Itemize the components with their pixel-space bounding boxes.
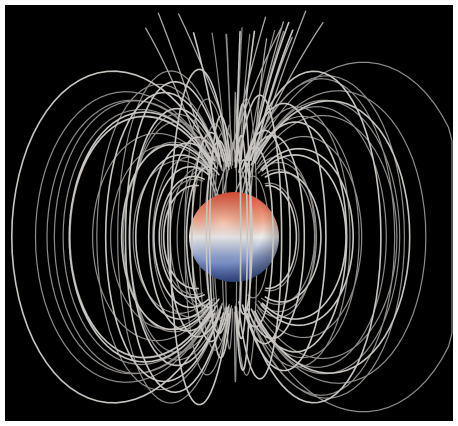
field-line (211, 32, 227, 162)
field-line (252, 106, 387, 368)
field-line (264, 171, 322, 303)
field-line (162, 184, 199, 290)
field-line (253, 90, 427, 384)
field-line (191, 131, 228, 343)
field-line (205, 139, 230, 335)
field-line (221, 16, 267, 201)
field-line (34, 91, 214, 383)
field-line (62, 108, 213, 366)
field-line (248, 78, 396, 396)
field-line (10, 70, 216, 404)
field-line (152, 156, 214, 318)
field-line (241, 146, 274, 328)
field-line (252, 61, 453, 413)
field-line (260, 168, 316, 306)
field-line (254, 100, 411, 374)
field-line (257, 135, 363, 339)
field-line (253, 29, 294, 162)
field-line (160, 178, 204, 296)
field-line (192, 32, 221, 162)
field-line (153, 165, 210, 309)
field-line (246, 70, 382, 404)
field-line (265, 184, 298, 290)
field-line (231, 22, 324, 201)
field-line (53, 100, 214, 374)
field-line (248, 106, 351, 368)
field-line (238, 94, 283, 380)
field-line (251, 115, 360, 359)
field-line (252, 99, 401, 375)
field-line (120, 143, 211, 331)
field-line (124, 80, 225, 394)
sphere-shading (189, 192, 279, 282)
field-line (235, 30, 241, 162)
field-line (260, 147, 355, 327)
field-line (214, 27, 282, 201)
field-line (128, 107, 222, 367)
field-line (244, 102, 327, 372)
field-line (169, 68, 230, 406)
field-line (158, 175, 205, 299)
field-line (242, 129, 291, 345)
sphere (189, 192, 279, 282)
field-line (246, 134, 306, 340)
field-line (166, 136, 223, 338)
field-line (134, 154, 210, 320)
field-lines-front (10, 21, 411, 406)
field-line (176, 168, 216, 306)
field-line (68, 115, 212, 359)
field-line (185, 166, 220, 308)
field-line (208, 115, 232, 359)
field-line (249, 38, 268, 201)
field-line (91, 132, 210, 342)
field-line (249, 75, 406, 399)
field-line (235, 134, 249, 340)
field-line (264, 182, 300, 292)
field-line (261, 154, 347, 320)
field-line (104, 91, 221, 383)
field-line (117, 70, 225, 404)
field-line (235, 103, 252, 371)
field-line (46, 99, 213, 375)
